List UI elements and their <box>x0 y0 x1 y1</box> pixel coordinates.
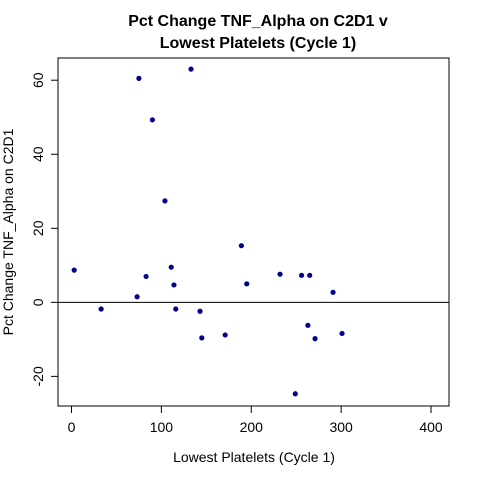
x-tick-label: 0 <box>68 419 76 435</box>
data-point <box>244 281 250 287</box>
x-tick-label: 300 <box>329 419 353 435</box>
data-point <box>222 332 228 338</box>
x-tick-label: 100 <box>150 419 174 435</box>
chart-title-line-2: Lowest Platelets (Cycle 1) <box>160 35 357 52</box>
data-point <box>238 243 244 249</box>
data-point <box>330 289 336 295</box>
y-tick-label: 20 <box>30 220 46 236</box>
data-point <box>173 306 179 312</box>
data-point <box>149 117 155 123</box>
data-point <box>199 335 205 341</box>
data-point <box>162 198 168 204</box>
data-point <box>98 306 104 312</box>
data-point <box>277 271 283 277</box>
data-point <box>298 272 305 278</box>
data-point <box>307 272 313 278</box>
y-tick-label: 0 <box>30 298 46 306</box>
y-axis-label: Pct Change TNF_Alpha on C2D1 <box>0 128 16 335</box>
x-axis: 0 100 200 300 400 <box>68 406 443 435</box>
data-point <box>143 273 149 280</box>
x-axis-label: Lowest Platelets (Cycle 1) <box>173 449 335 465</box>
data-point <box>197 308 203 314</box>
y-tick-label: -20 <box>30 366 46 386</box>
x-tick-label: 200 <box>240 419 264 435</box>
data-point <box>136 75 142 81</box>
data-point <box>339 330 345 337</box>
y-tick-label: 60 <box>30 72 46 88</box>
data-point <box>305 322 311 328</box>
data-point <box>292 391 298 397</box>
y-axis: -20 0 20 40 60 <box>30 72 58 387</box>
data-point <box>134 294 140 300</box>
data-point <box>188 66 194 72</box>
data-point <box>312 336 318 342</box>
chart-title-line-1: Pct Change TNF_Alpha on C2D1 v <box>128 13 388 30</box>
data-point <box>168 264 174 270</box>
x-tick-label: 400 <box>419 419 443 435</box>
data-points <box>71 66 345 397</box>
data-point <box>171 282 177 288</box>
data-point <box>71 267 77 273</box>
y-tick-label: 40 <box>30 146 46 162</box>
plot-frame <box>57 57 450 407</box>
